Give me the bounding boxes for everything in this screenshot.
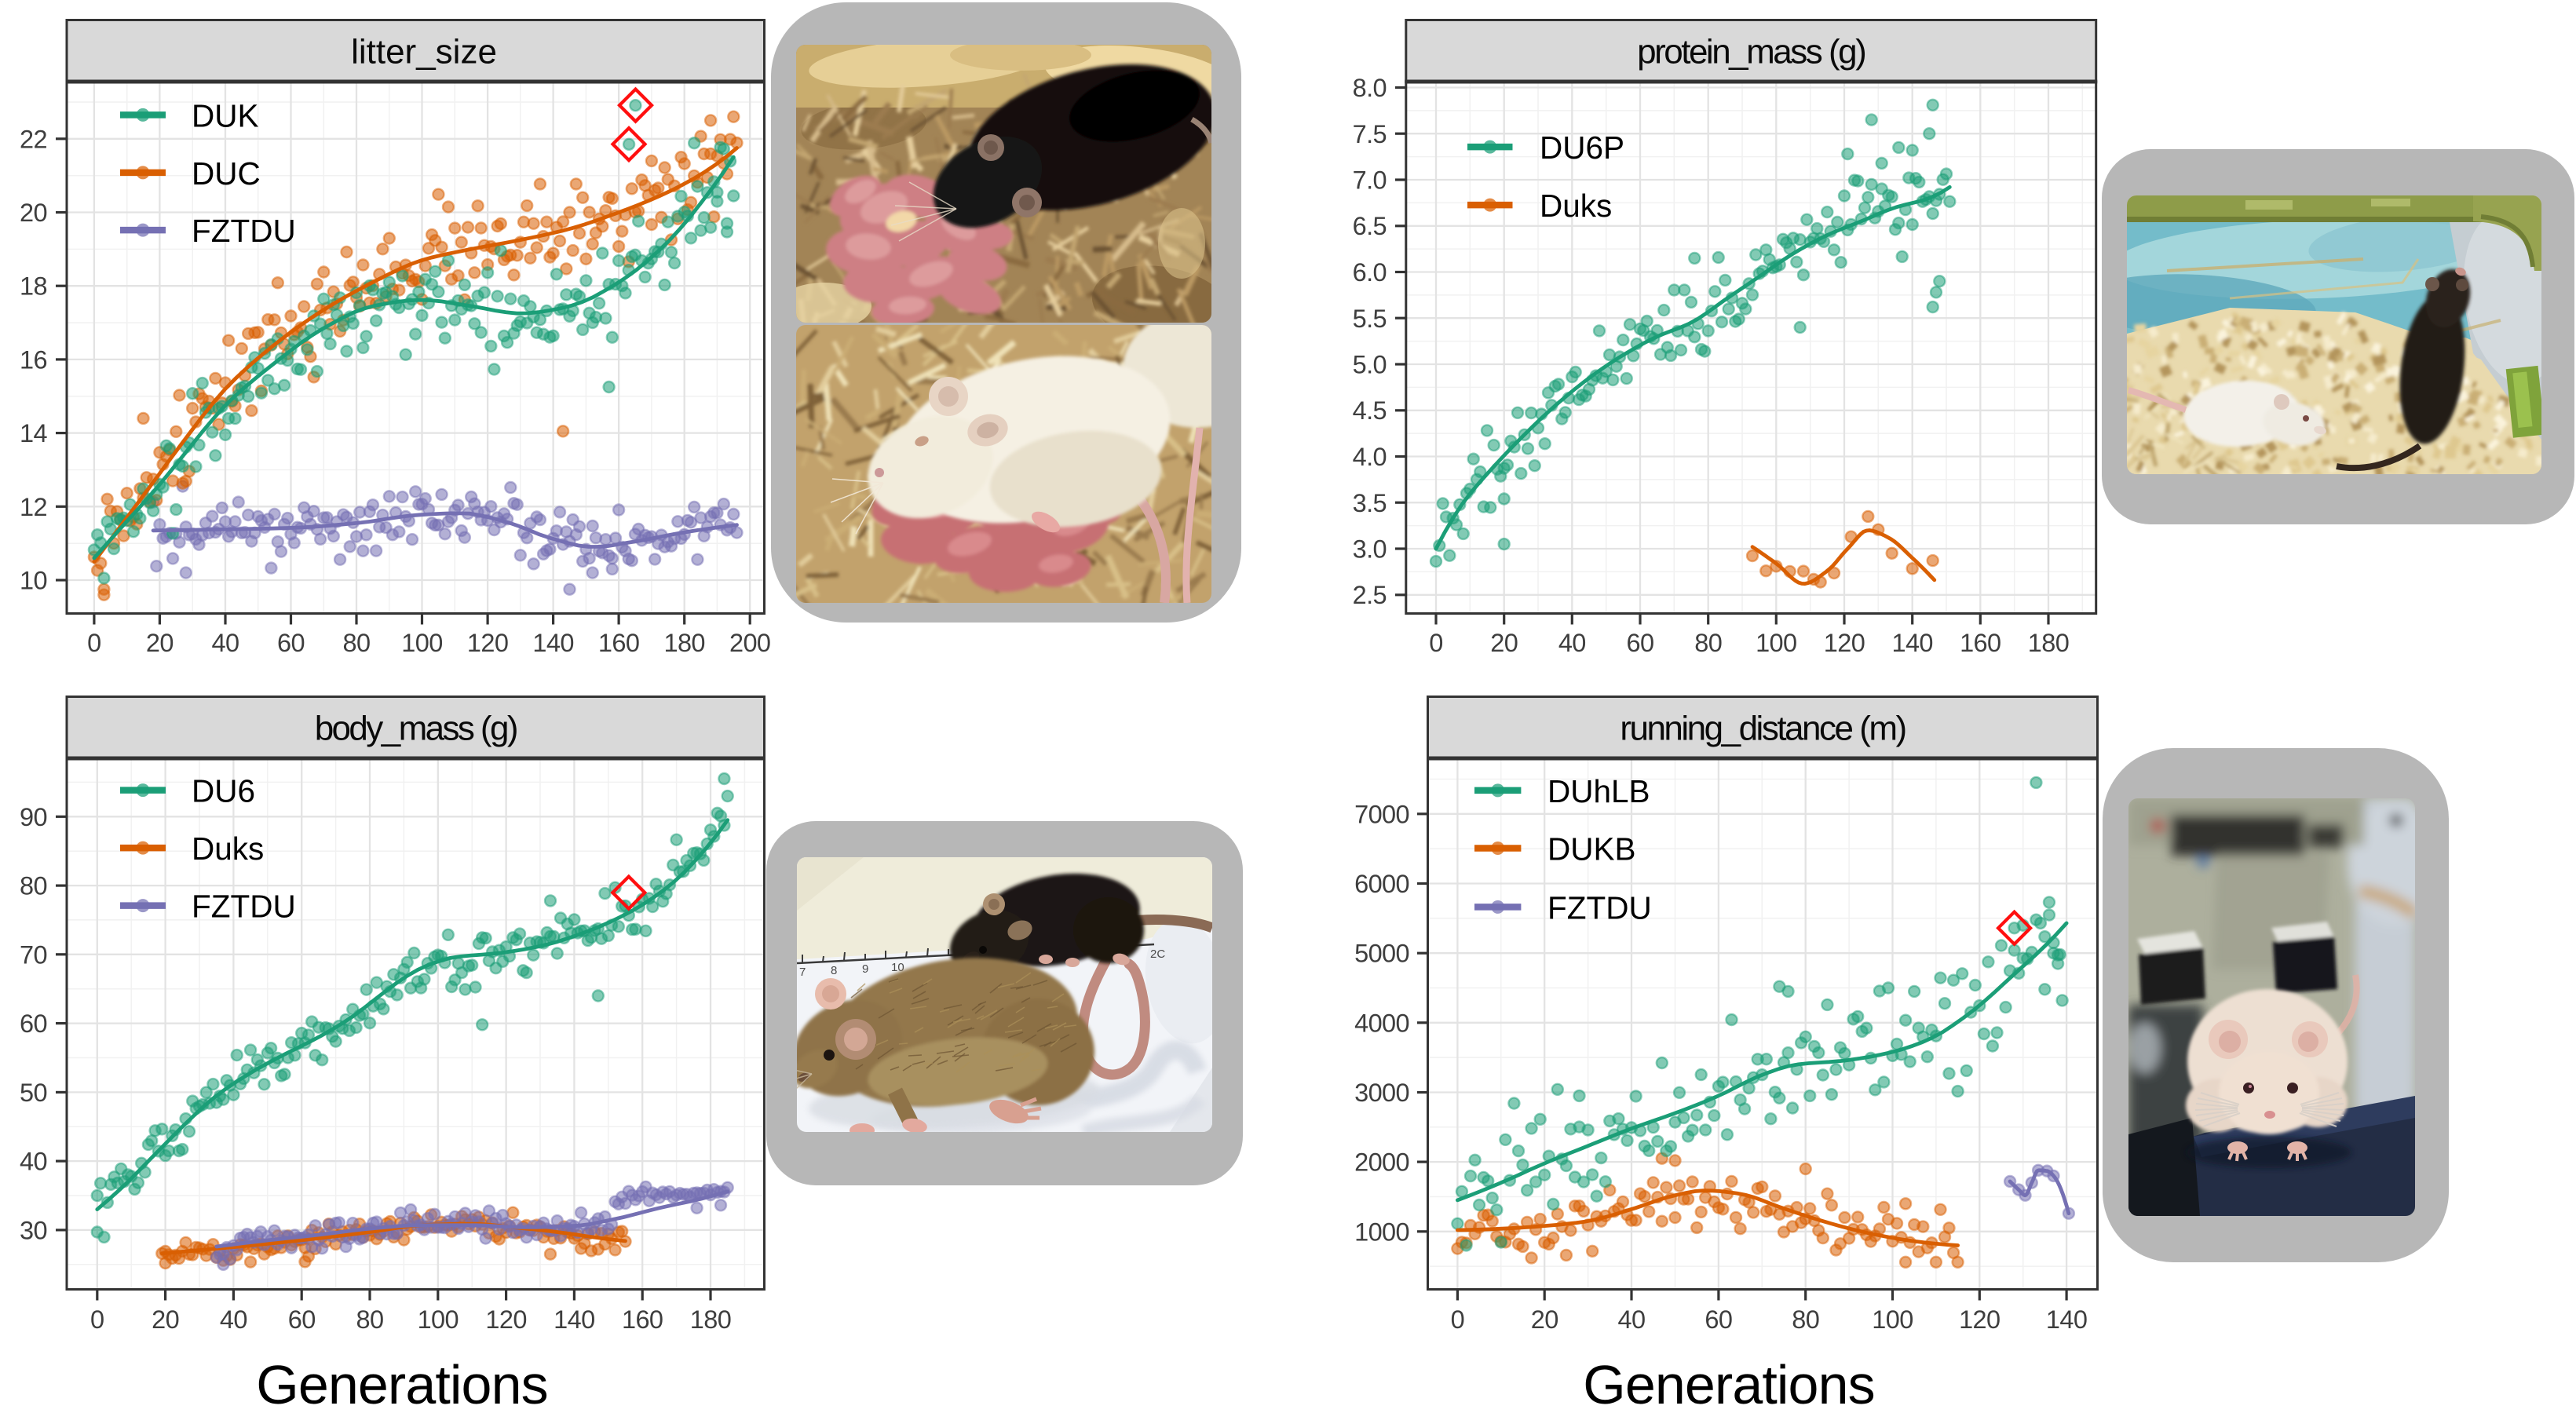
svg-text:90: 90 xyxy=(20,803,47,831)
svg-text:Duks: Duks xyxy=(192,831,264,867)
svg-text:20: 20 xyxy=(146,629,174,657)
svg-text:200: 200 xyxy=(729,629,770,657)
svg-text:0: 0 xyxy=(1429,629,1442,657)
svg-text:running_distance (m): running_distance (m) xyxy=(1620,710,1905,748)
svg-text:1000: 1000 xyxy=(1354,1218,1409,1246)
svg-text:5000: 5000 xyxy=(1354,940,1409,968)
svg-text:DUC: DUC xyxy=(192,155,261,192)
svg-text:100: 100 xyxy=(1872,1305,1913,1334)
svg-text:6000: 6000 xyxy=(1354,870,1409,898)
svg-text:70: 70 xyxy=(20,940,47,969)
svg-text:6.5: 6.5 xyxy=(1353,212,1387,240)
svg-text:7: 7 xyxy=(799,966,806,979)
svg-text:2000: 2000 xyxy=(1354,1148,1409,1177)
svg-text:100: 100 xyxy=(401,629,442,657)
svg-text:20: 20 xyxy=(1531,1305,1558,1334)
svg-text:10: 10 xyxy=(20,567,47,595)
svg-text:40: 40 xyxy=(220,1305,247,1334)
svg-text:60: 60 xyxy=(1705,1305,1732,1334)
svg-text:120: 120 xyxy=(467,629,508,657)
svg-text:0: 0 xyxy=(1451,1305,1464,1334)
svg-text:40: 40 xyxy=(20,1148,47,1176)
svg-text:DU6: DU6 xyxy=(192,773,255,809)
svg-text:DUK: DUK xyxy=(192,97,259,133)
svg-text:80: 80 xyxy=(20,872,47,900)
svg-text:120: 120 xyxy=(1824,629,1865,657)
svg-text:20: 20 xyxy=(152,1305,179,1334)
svg-text:7.0: 7.0 xyxy=(1353,166,1387,195)
svg-text:body_mass (g): body_mass (g) xyxy=(315,710,517,748)
svg-text:80: 80 xyxy=(356,1305,384,1334)
svg-text:Duks: Duks xyxy=(1540,188,1612,224)
svg-text:100: 100 xyxy=(1756,629,1796,657)
svg-text:160: 160 xyxy=(598,629,639,657)
svg-text:140: 140 xyxy=(532,629,573,657)
svg-text:protein_mass (g): protein_mass (g) xyxy=(1637,33,1865,71)
svg-text:3.5: 3.5 xyxy=(1353,489,1387,517)
svg-text:litter_size: litter_size xyxy=(351,33,497,71)
svg-text:5.5: 5.5 xyxy=(1353,305,1387,333)
svg-text:60: 60 xyxy=(288,1305,316,1334)
svg-text:FZTDU: FZTDU xyxy=(192,889,296,925)
svg-text:8: 8 xyxy=(831,964,837,977)
svg-text:FZTDU: FZTDU xyxy=(1547,889,1652,926)
svg-text:120: 120 xyxy=(1959,1305,2000,1334)
svg-text:8.0: 8.0 xyxy=(1353,74,1387,102)
svg-text:180: 180 xyxy=(690,1305,731,1334)
svg-text:12: 12 xyxy=(20,493,47,521)
svg-text:100: 100 xyxy=(418,1305,459,1334)
svg-text:18: 18 xyxy=(20,272,47,301)
svg-text:DUKB: DUKB xyxy=(1547,831,1636,867)
svg-text:80: 80 xyxy=(1694,629,1722,657)
svg-text:2.5: 2.5 xyxy=(1353,581,1387,609)
svg-text:Generations: Generations xyxy=(1583,1354,1874,1413)
svg-text:40: 40 xyxy=(1618,1305,1646,1334)
svg-text:4000: 4000 xyxy=(1354,1009,1409,1037)
svg-text:FZTDU: FZTDU xyxy=(192,213,296,249)
svg-text:60: 60 xyxy=(277,629,305,657)
svg-text:80: 80 xyxy=(343,629,371,657)
svg-text:4.0: 4.0 xyxy=(1353,443,1387,471)
svg-text:60: 60 xyxy=(1627,629,1654,657)
svg-text:60: 60 xyxy=(20,1010,47,1038)
svg-text:6.0: 6.0 xyxy=(1353,258,1387,287)
svg-text:140: 140 xyxy=(2046,1305,2087,1334)
svg-text:Generations: Generations xyxy=(256,1354,547,1413)
svg-text:20: 20 xyxy=(20,199,47,227)
svg-text:2C: 2C xyxy=(1150,947,1165,961)
svg-text:10: 10 xyxy=(891,961,904,974)
svg-text:160: 160 xyxy=(622,1305,663,1334)
svg-text:80: 80 xyxy=(1792,1305,1819,1334)
svg-text:16: 16 xyxy=(20,345,47,374)
svg-text:3.0: 3.0 xyxy=(1353,535,1387,564)
svg-text:160: 160 xyxy=(1960,629,2001,657)
svg-text:4.5: 4.5 xyxy=(1353,396,1387,425)
svg-text:50: 50 xyxy=(20,1079,47,1107)
svg-text:40: 40 xyxy=(212,629,239,657)
svg-text:120: 120 xyxy=(485,1305,526,1334)
svg-text:0: 0 xyxy=(87,629,100,657)
svg-text:140: 140 xyxy=(1891,629,1932,657)
svg-text:0: 0 xyxy=(90,1305,104,1334)
svg-text:20: 20 xyxy=(1490,629,1518,657)
svg-text:180: 180 xyxy=(663,629,704,657)
svg-text:5.0: 5.0 xyxy=(1353,351,1387,379)
svg-text:7.5: 7.5 xyxy=(1353,120,1387,148)
svg-text:40: 40 xyxy=(1558,629,1586,657)
svg-text:9: 9 xyxy=(862,962,868,976)
svg-text:180: 180 xyxy=(2028,629,2069,657)
svg-text:140: 140 xyxy=(554,1305,594,1334)
svg-text:DUhLB: DUhLB xyxy=(1547,773,1650,809)
svg-text:22: 22 xyxy=(20,125,47,153)
svg-text:DU6P: DU6P xyxy=(1540,130,1624,166)
svg-text:30: 30 xyxy=(20,1216,47,1244)
svg-text:7000: 7000 xyxy=(1354,800,1409,828)
svg-text:14: 14 xyxy=(20,419,47,447)
svg-text:3000: 3000 xyxy=(1354,1079,1409,1107)
